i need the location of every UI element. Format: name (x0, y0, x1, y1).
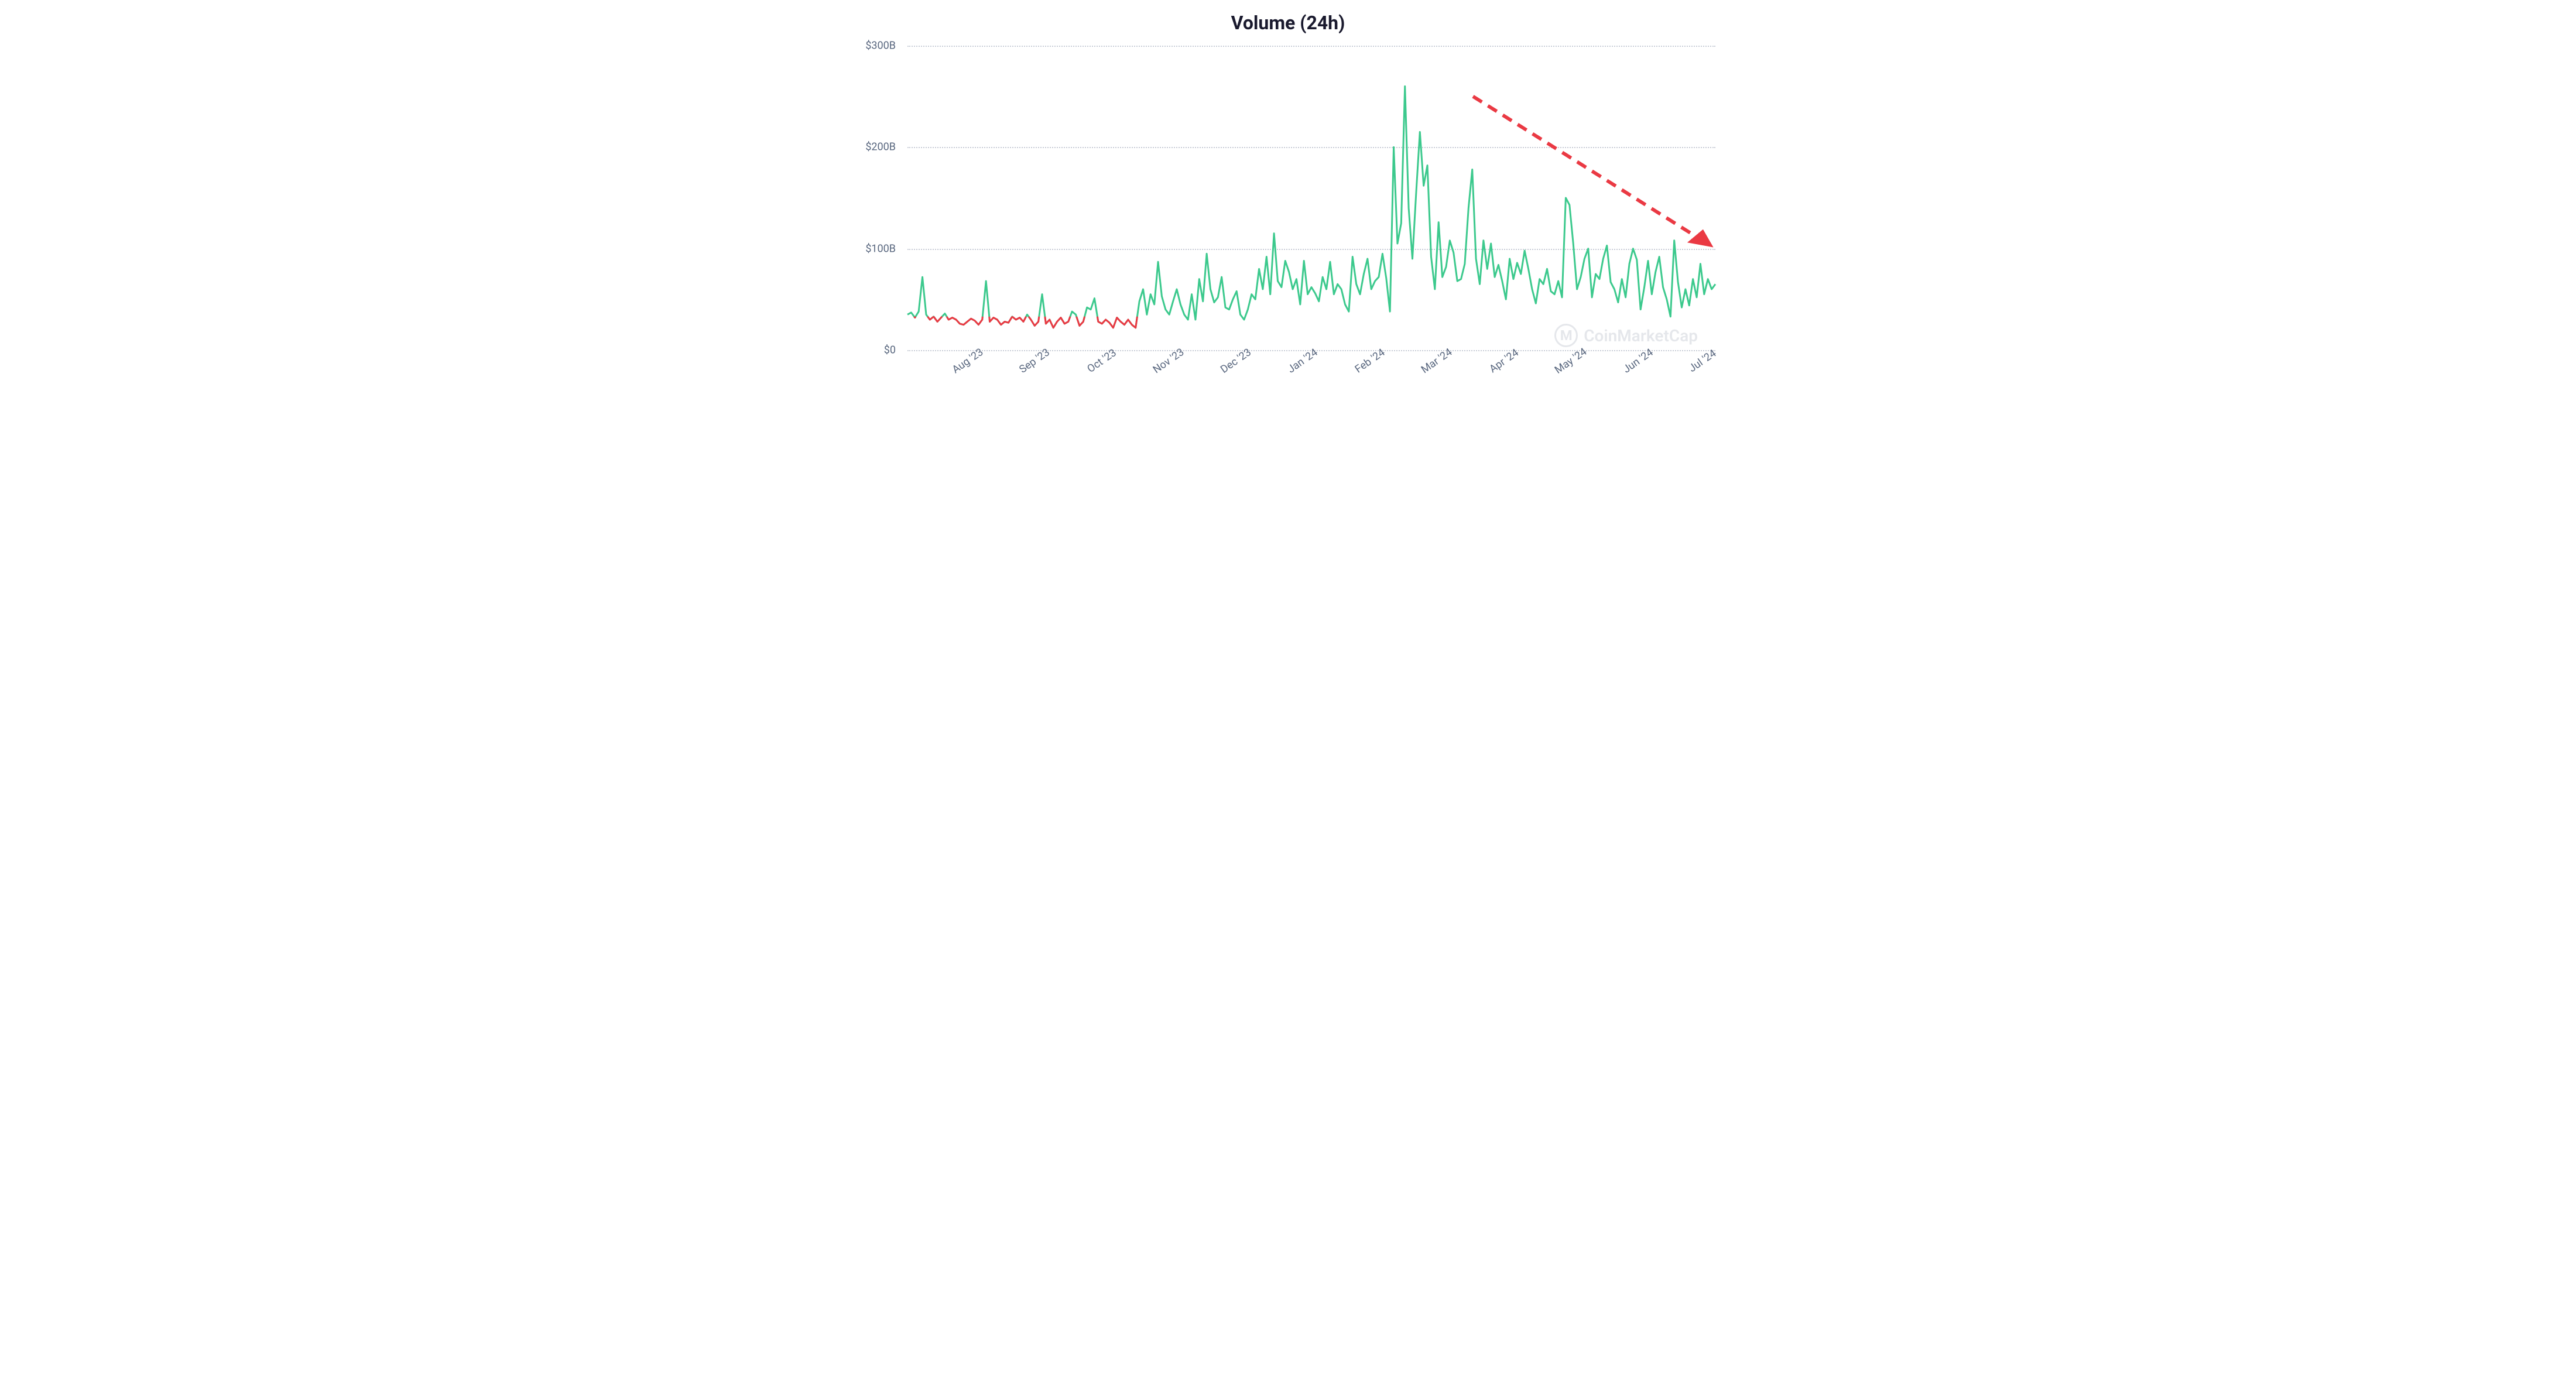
x-axis-label: Jan '24 (1286, 347, 1320, 376)
y-axis-label: $100B (865, 242, 896, 255)
x-axis-label: Sep '23 (1017, 346, 1052, 376)
trend-arrow (1473, 97, 1707, 244)
volume-line-green (907, 86, 1715, 328)
x-axis: Aug '23Sep '23Oct '23Nov '23Dec '23Jan '… (907, 350, 1715, 397)
chart-svg (907, 46, 1715, 350)
x-axis-label: Mar '24 (1419, 346, 1455, 376)
x-axis-label: Aug '23 (950, 346, 985, 376)
chart-title: Volume (24h) (849, 12, 1727, 34)
x-axis-label: Jul '24 (1687, 347, 1719, 375)
x-axis-label: Nov '23 (1151, 346, 1187, 376)
y-axis-label: $0 (884, 344, 896, 357)
volume-line-red (914, 317, 1137, 328)
y-axis: $0$100B$200B$300B (849, 46, 902, 350)
x-axis-label: Jun '24 (1621, 346, 1655, 375)
y-axis-label: $200B (865, 141, 896, 153)
x-axis-label: Dec '23 (1218, 346, 1253, 376)
volume-chart-container: Volume (24h) $0 $100B $200B $300B M CoinMar… (849, 12, 1727, 397)
x-axis-label: May '24 (1553, 345, 1590, 376)
chart-area: $0$100B$200B$300B M CoinMarketCap Aug '2… (849, 46, 1727, 397)
plot-area: M CoinMarketCap (907, 46, 1715, 350)
x-axis-label: Feb '24 (1352, 347, 1387, 376)
x-axis-label: Apr '24 (1487, 347, 1521, 375)
x-axis-label: Oct '23 (1085, 347, 1119, 375)
y-axis-label: $300B (865, 40, 896, 52)
